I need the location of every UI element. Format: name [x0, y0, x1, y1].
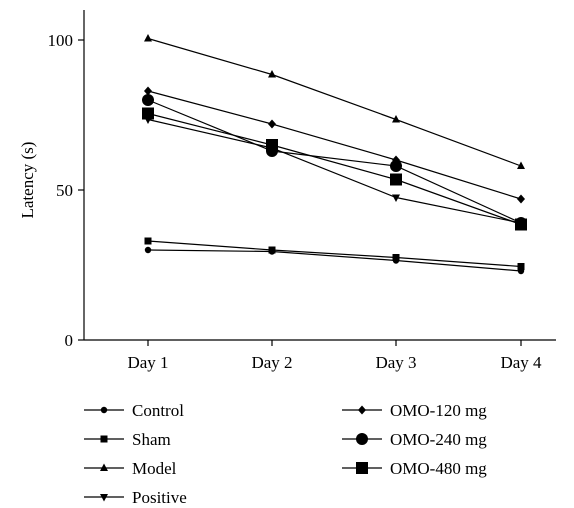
data-point [144, 237, 152, 245]
series-omo-120-mg [144, 86, 525, 204]
series-omo-240-mg [142, 94, 527, 229]
data-point [144, 246, 152, 254]
legend-marker [100, 406, 108, 414]
x-tick-label: Day 2 [251, 353, 292, 372]
legend-label: OMO-480 mg [390, 459, 487, 478]
y-tick-label: 50 [56, 181, 73, 200]
series-sham [144, 237, 525, 270]
x-tick-label: Day 4 [500, 353, 542, 372]
data-point [268, 246, 276, 254]
legend-item-control: Control [84, 401, 184, 420]
legend-marker [100, 494, 108, 502]
series-line [147, 240, 522, 268]
data-point [392, 194, 400, 202]
series-control [144, 246, 525, 275]
legend-marker [100, 463, 108, 471]
series-line [147, 118, 522, 224]
axes: 0 50 100 Day 1 Day 2 Day 3 Day 4 Latency (s) [18, 10, 556, 372]
legend-label: Positive [132, 488, 187, 507]
data-point [390, 173, 402, 186]
legend-label: OMO-120 mg [390, 401, 487, 420]
legend-label: Model [132, 459, 177, 478]
data-point [392, 254, 400, 261]
data-point [144, 34, 152, 42]
legend-item-omo-480-mg: OMO-480 mg [342, 459, 487, 478]
x-tick-label: Day 3 [375, 353, 416, 372]
legend-label: Sham [132, 430, 171, 449]
series-line [147, 37, 522, 167]
x-tick-label: Day 1 [127, 353, 168, 372]
legend-item-positive: Positive [84, 488, 187, 507]
data-point [144, 86, 152, 96]
series-line [147, 99, 522, 224]
data-point [515, 218, 527, 231]
data-point [266, 139, 278, 151]
y-tick-label: 100 [48, 31, 74, 50]
legend-marker [100, 435, 108, 443]
legend-item-sham: Sham [84, 430, 171, 449]
legend-item-omo-120-mg: OMO-120 mg [342, 401, 487, 420]
legend-label: OMO-240 mg [390, 430, 487, 449]
data-point [142, 94, 154, 106]
data-point [142, 107, 154, 120]
data-point [517, 263, 525, 270]
data-point [390, 160, 402, 172]
series-layer [142, 34, 527, 275]
series-model [144, 34, 525, 169]
data-point [268, 119, 276, 129]
legend-marker [356, 433, 368, 445]
legend: Control Sham Model Positive OMO-120 mg OMO-24… [84, 401, 487, 507]
legend-label: Control [132, 401, 184, 420]
series-line [147, 90, 522, 200]
legend-item-model: Model [84, 459, 177, 478]
series-omo-480-mg [142, 107, 527, 231]
data-point [268, 70, 276, 78]
data-point [517, 194, 525, 204]
data-point [517, 161, 525, 169]
y-tick-label: 0 [65, 331, 74, 350]
legend-marker [358, 405, 366, 415]
data-point [392, 115, 400, 123]
series-positive [144, 116, 525, 228]
legend-item-omo-240-mg: OMO-240 mg [342, 430, 487, 449]
series-line [147, 112, 522, 226]
legend-marker [356, 462, 368, 474]
y-axis-title: Latency (s) [18, 142, 37, 219]
series-line [147, 249, 522, 272]
